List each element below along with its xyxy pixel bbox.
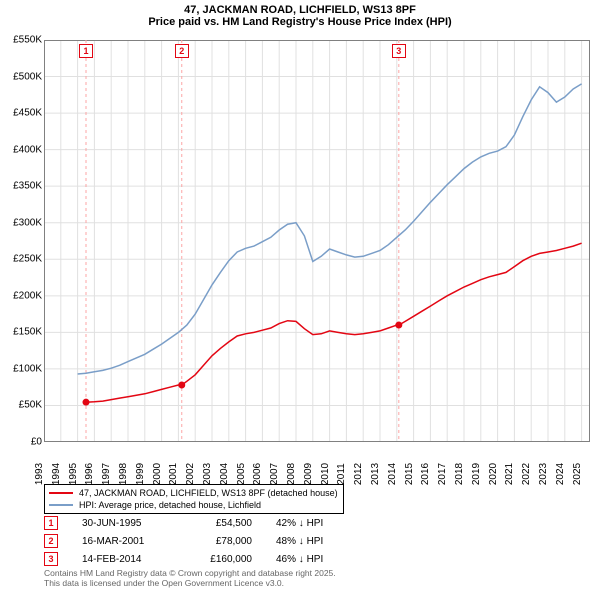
y-tick-label: £200K — [0, 290, 42, 301]
chart-svg — [44, 40, 590, 442]
y-tick-label: £0 — [0, 437, 42, 448]
footer-line-2: This data is licensed under the Open Gov… — [44, 578, 336, 588]
event-marker: 2 — [175, 44, 189, 58]
event-date: 30-JUN-1995 — [82, 518, 168, 529]
y-tick-label: £450K — [0, 108, 42, 119]
x-tick-label: 2011 — [336, 463, 347, 485]
x-tick-label: 2006 — [252, 463, 263, 485]
event-row: 3 14-FEB-2014 £160,000 46% ↓ HPI — [44, 552, 590, 566]
event-number-box: 1 — [44, 516, 58, 530]
y-tick-label: £100K — [0, 363, 42, 374]
x-tick-label: 1995 — [68, 463, 79, 485]
event-marker: 1 — [79, 44, 93, 58]
x-tick-label: 2019 — [471, 463, 482, 485]
x-tick-label: 2023 — [538, 463, 549, 485]
y-tick-label: £250K — [0, 254, 42, 265]
x-tick-label: 2004 — [219, 463, 230, 485]
x-tick-label: 2014 — [387, 463, 398, 485]
y-tick-label: £300K — [0, 217, 42, 228]
legend-item: 47, JACKMAN ROAD, LICHFIELD, WS13 8PF (d… — [45, 487, 343, 499]
y-tick-label: £500K — [0, 71, 42, 82]
legend-swatch — [49, 492, 73, 494]
event-date: 16-MAR-2001 — [82, 536, 168, 547]
x-tick-label: 2008 — [286, 463, 297, 485]
y-tick-label: £150K — [0, 327, 42, 338]
footer-attribution: Contains HM Land Registry data © Crown c… — [44, 568, 336, 588]
y-tick-label: £400K — [0, 144, 42, 155]
x-tick-label: 2013 — [370, 463, 381, 485]
x-tick-label: 2012 — [353, 463, 364, 485]
x-tick-label: 1996 — [84, 463, 95, 485]
x-tick-label: 1998 — [118, 463, 129, 485]
x-tick-label: 2018 — [454, 463, 465, 485]
y-tick-label: £50K — [0, 400, 42, 411]
x-tick-label: 2001 — [168, 463, 179, 485]
x-tick-label: 2015 — [404, 463, 415, 485]
x-tick-label: 2010 — [320, 463, 331, 485]
x-tick-label: 2005 — [236, 463, 247, 485]
event-number-box: 3 — [44, 552, 58, 566]
x-tick-label: 2022 — [521, 463, 532, 485]
legend-label: HPI: Average price, detached house, Lich… — [79, 500, 261, 510]
x-tick-label: 2024 — [555, 463, 566, 485]
x-tick-label: 2003 — [202, 463, 213, 485]
event-diff: 46% ↓ HPI — [276, 554, 356, 565]
event-number-box: 2 — [44, 534, 58, 548]
x-tick-label: 2002 — [185, 463, 196, 485]
x-tick-label: 2025 — [572, 463, 583, 485]
event-diff: 42% ↓ HPI — [276, 518, 356, 529]
event-price: £160,000 — [192, 554, 252, 565]
event-date: 14-FEB-2014 — [82, 554, 168, 565]
x-tick-label: 1993 — [34, 463, 45, 485]
event-row: 1 30-JUN-1995 £54,500 42% ↓ HPI — [44, 516, 590, 530]
x-tick-label: 2021 — [504, 463, 515, 485]
x-tick-label: 2007 — [269, 463, 280, 485]
legend-label: 47, JACKMAN ROAD, LICHFIELD, WS13 8PF (d… — [79, 488, 338, 498]
y-axis: £0£50K£100K£150K£200K£250K£300K£350K£400… — [0, 40, 44, 442]
x-tick-label: 1997 — [101, 463, 112, 485]
x-tick-label: 2016 — [420, 463, 431, 485]
x-tick-label: 2009 — [303, 463, 314, 485]
x-axis: 1993199419951996199719981999200020012002… — [44, 442, 590, 482]
x-tick-label: 2017 — [437, 463, 448, 485]
y-tick-label: £550K — [0, 35, 42, 46]
event-row: 2 16-MAR-2001 £78,000 48% ↓ HPI — [44, 534, 590, 548]
legend-item: HPI: Average price, detached house, Lich… — [45, 499, 343, 511]
event-price: £54,500 — [192, 518, 252, 529]
chart-container: 47, JACKMAN ROAD, LICHFIELD, WS13 8PF Pr… — [0, 0, 600, 590]
plot-area: 1 2 3 — [44, 40, 590, 442]
x-tick-label: 1999 — [135, 463, 146, 485]
y-tick-label: £350K — [0, 181, 42, 192]
legend-swatch — [49, 504, 73, 506]
event-diff: 48% ↓ HPI — [276, 536, 356, 547]
x-tick-label: 2000 — [152, 463, 163, 485]
chart-subtitle: Price paid vs. HM Land Registry's House … — [0, 16, 600, 32]
legend: 47, JACKMAN ROAD, LICHFIELD, WS13 8PF (d… — [44, 484, 344, 514]
event-marker: 3 — [392, 44, 406, 58]
event-price: £78,000 — [192, 536, 252, 547]
events-table: 1 30-JUN-1995 £54,500 42% ↓ HPI 2 16-MAR-2001… — [44, 516, 590, 570]
footer-line-1: Contains HM Land Registry data © Crown c… — [44, 568, 336, 578]
chart-title: 47, JACKMAN ROAD, LICHFIELD, WS13 8PF — [0, 0, 600, 16]
x-tick-label: 2020 — [488, 463, 499, 485]
x-tick-label: 1994 — [51, 463, 62, 485]
